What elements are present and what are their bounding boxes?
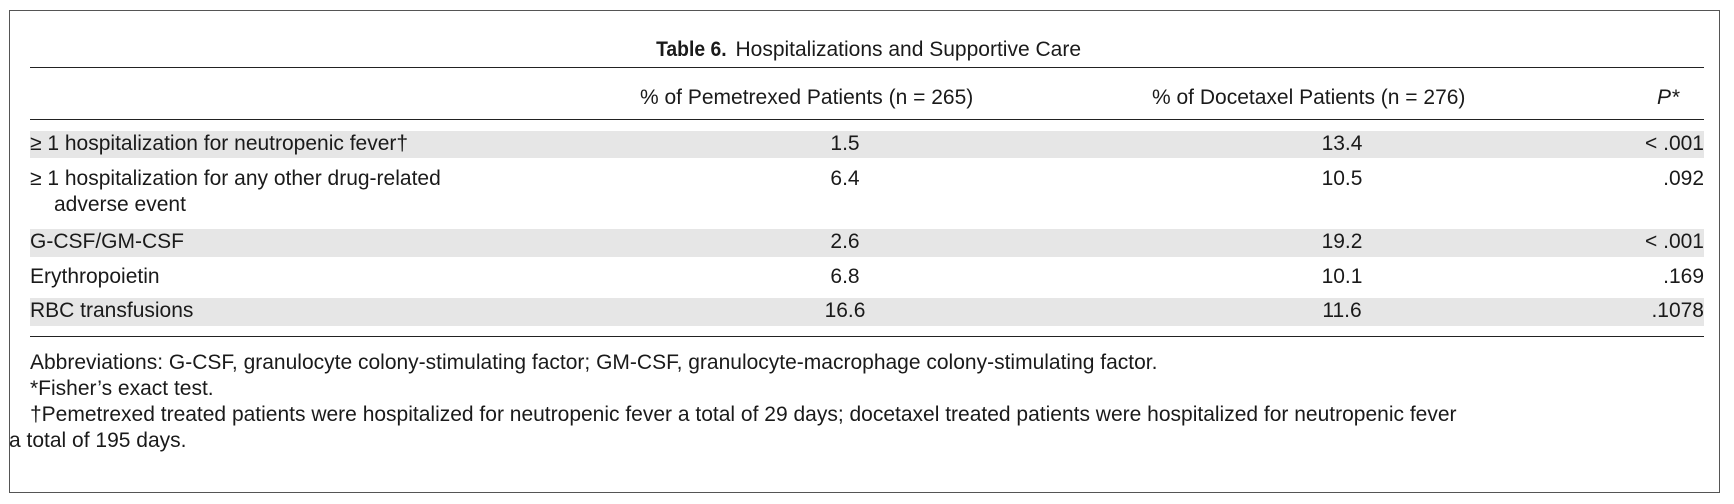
docetaxel-value: 10.5 <box>1321 167 1363 190</box>
col-header-pemetrexed: % of Pemetrexed Patients (n = 265) <box>640 86 974 109</box>
pemetrexed-value: 2.6 <box>830 230 860 253</box>
dagger-note-continued: a total of 195 days. <box>9 429 187 452</box>
docetaxel-value: 13.4 <box>1321 132 1363 155</box>
table-row: Erythropoietin 6.8 10.1 .169 <box>30 264 1704 292</box>
abbreviations-note: Abbreviations: G-CSF, granulocyte colony… <box>30 351 1158 374</box>
docetaxel-value: 10.1 <box>1321 265 1363 288</box>
docetaxel-value: 19.2 <box>1321 230 1363 253</box>
table-frame <box>9 10 1720 493</box>
table-title-text: Hospitalizations and Supportive Care <box>735 38 1081 61</box>
p-value: .1078 <box>1651 299 1704 322</box>
col-header-p-value: P* <box>1657 86 1680 109</box>
col-header-docetaxel: % of Docetaxel Patients (n = 276) <box>1152 86 1466 109</box>
table-row: RBC transfusions 16.6 11.6 .1078 <box>30 298 1704 326</box>
dagger-note: †Pemetrexed treated patients were hospit… <box>30 403 1457 426</box>
pemetrexed-value: 6.8 <box>830 265 860 288</box>
docetaxel-value: 11.6 <box>1322 299 1362 322</box>
row-label: ≥ 1 hospitalization for neutropenic feve… <box>30 132 409 155</box>
pemetrexed-value: 16.6 <box>824 299 866 322</box>
table-row: ≥ 1 hospitalization for any other drug-r… <box>30 166 1704 222</box>
table-row: G-CSF/GM-CSF 2.6 19.2 < .001 <box>30 229 1704 257</box>
table-title: Table 6. Hospitalizations and Supportive… <box>0 37 1734 63</box>
row-label-continued: adverse event <box>54 193 186 216</box>
table-footnotes: Abbreviations: G-CSF, granulocyte colony… <box>9 350 1709 454</box>
header-rule <box>30 119 1704 120</box>
row-label: ≥ 1 hospitalization for any other drug-r… <box>30 167 441 190</box>
p-value: < .001 <box>1645 230 1704 253</box>
table-row: ≥ 1 hospitalization for neutropenic feve… <box>30 131 1704 158</box>
row-label: G-CSF/GM-CSF <box>30 230 184 253</box>
footer-rule <box>30 336 1704 337</box>
column-header-row: % of Pemetrexed Patients (n = 265) % of … <box>0 82 1734 114</box>
table-number: Table 6. <box>656 38 727 61</box>
p-value: .169 <box>1663 265 1704 288</box>
fisher-note: *Fisher’s exact test. <box>30 377 214 400</box>
row-label: RBC transfusions <box>30 299 194 322</box>
p-value: .092 <box>1663 167 1704 190</box>
pemetrexed-value: 6.4 <box>830 167 860 190</box>
p-value: < .001 <box>1645 132 1704 155</box>
row-label: Erythropoietin <box>30 265 160 288</box>
pemetrexed-value: 1.5 <box>830 132 860 155</box>
title-rule <box>30 67 1704 68</box>
